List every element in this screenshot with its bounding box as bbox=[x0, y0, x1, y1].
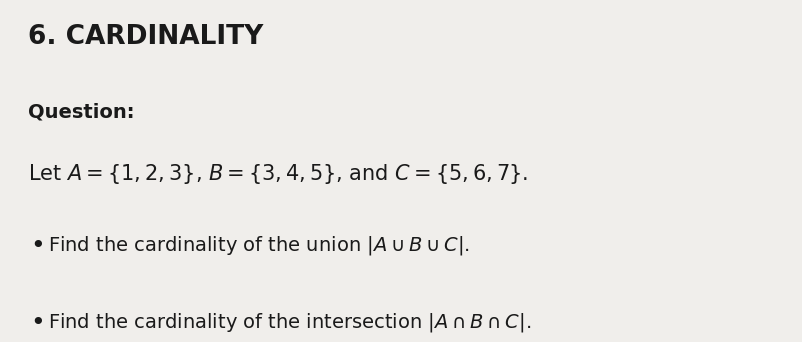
Text: Find the cardinality of the union $|A \cup B \cup C|$.: Find the cardinality of the union $|A \c… bbox=[48, 234, 469, 257]
Text: Let $A = \{1, 2, 3\}$, $B = \{3, 4, 5\}$, and $C = \{5, 6, 7\}$.: Let $A = \{1, 2, 3\}$, $B = \{3, 4, 5\}$… bbox=[28, 162, 528, 186]
Text: •: • bbox=[30, 311, 45, 335]
Text: •: • bbox=[30, 234, 45, 258]
Text: Question:: Question: bbox=[28, 103, 135, 122]
Text: 6. CARDINALITY: 6. CARDINALITY bbox=[28, 24, 263, 50]
Text: Find the cardinality of the intersection $|A \cap B \cap C|$.: Find the cardinality of the intersection… bbox=[48, 311, 531, 334]
